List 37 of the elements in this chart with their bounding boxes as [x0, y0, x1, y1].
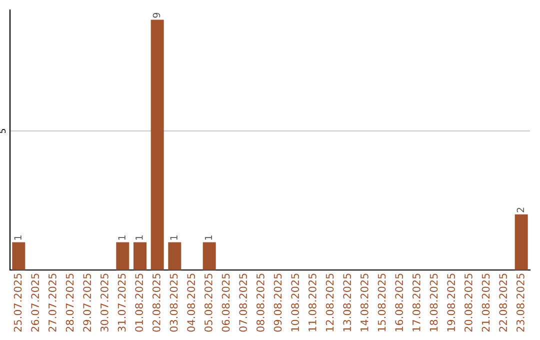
x-tick-label: 09.08.2025 — [274, 274, 282, 332]
x-tick-label: 22.08.2025 — [499, 274, 508, 332]
x-tick-label: 28.07.2025 — [66, 274, 74, 332]
x-tick-label: 12.08.2025 — [326, 274, 334, 332]
x-tick-label: 18.08.2025 — [430, 274, 438, 332]
x-tick-label: 14.08.2025 — [360, 274, 368, 332]
data-label: 1 — [136, 236, 143, 240]
x-tick-label: 02.08.2025 — [152, 274, 160, 332]
data-label: 1 — [204, 236, 212, 240]
data-label: 1 — [170, 236, 178, 240]
x-tick-label: 01.08.2025 — [135, 274, 144, 332]
data-label: 1 — [14, 236, 22, 240]
x-tick-label: 17.08.2025 — [412, 274, 420, 332]
x-tick-label: 23.08.2025 — [516, 274, 524, 332]
data-label: 9 — [152, 12, 160, 18]
x-tick-label: 10.08.2025 — [291, 274, 300, 332]
x-tick-label: 08.08.2025 — [256, 274, 264, 332]
x-tick-label: 30.07.2025 — [100, 274, 108, 332]
x-tick-label: 31.07.2025 — [118, 274, 126, 332]
x-tick-label: 13.08.2025 — [343, 274, 352, 332]
x-tick-label: 15.08.2025 — [378, 274, 386, 332]
x-tick-label: 03.08.2025 — [170, 274, 178, 332]
data-label: 1 — [118, 236, 126, 240]
x-tick-label: 21.08.2025 — [482, 274, 490, 332]
x-tick-label: 07.08.2025 — [239, 274, 248, 332]
x-tick-label: 25.07.2025 — [14, 274, 22, 332]
x-tick-label: 19.08.2025 — [447, 274, 456, 332]
x-tick-label: 05.08.2025 — [204, 274, 212, 332]
x-tick-label: 20.08.2025 — [464, 274, 472, 332]
x-tick-label: 11.08.2025 — [308, 274, 316, 332]
x-tick-label: 29.07.2025 — [83, 274, 92, 332]
x-tick-label: 27.07.2025 — [48, 274, 56, 332]
data-label: 2 — [516, 208, 524, 212]
x-tick-label: 06.08.2025 — [222, 274, 230, 332]
x-tick-label: 04.08.2025 — [187, 274, 196, 332]
x-tick-label: 16.08.2025 — [395, 274, 404, 332]
x-tick-label: 26.07.2025 — [31, 274, 40, 332]
